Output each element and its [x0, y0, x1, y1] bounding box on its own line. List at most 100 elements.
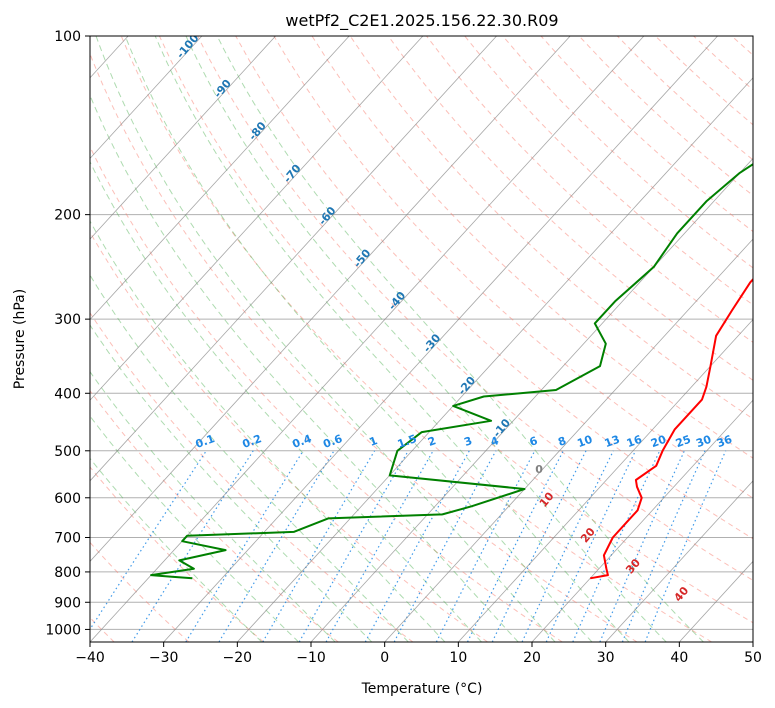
y-tick-label: 300: [54, 312, 81, 328]
dry-adiabat: [349, 36, 753, 420]
dry-adiabat-label: 40: [672, 584, 692, 604]
isotherm: [531, 399, 753, 642]
y-tick-label: 400: [54, 386, 81, 402]
isotherm-label: -40: [386, 289, 409, 313]
moist-adiabat: [124, 36, 593, 642]
x-tick-label: 30: [597, 650, 615, 666]
moist-adiabat: [90, 370, 336, 642]
isotherm: [163, 36, 718, 642]
dry-adiabat: [578, 36, 753, 197]
mixing-ratio-label: 8: [556, 434, 568, 449]
x-tick-label: −20: [223, 650, 253, 666]
moist-adiabat: [154, 36, 630, 642]
overlay-labels: 0.1 0.2 0.4 0.6 1 1.5 2 3 4 6 8 10 13 16 20 25 30 36-100-…: [174, 36, 734, 604]
isotherm-label: -60: [316, 204, 339, 228]
plot-frame: [89, 35, 754, 643]
y-tick-label: 900: [54, 595, 81, 611]
mixing-ratio-line: [218, 450, 335, 642]
mixing-ratio-label: 20: [649, 433, 668, 451]
mixing-ratio-lines: [90, 450, 727, 642]
mixing-ratio-label: 1: [368, 434, 380, 449]
isotherm: [752, 641, 753, 642]
y-tick-label: 200: [54, 208, 81, 224]
chart-title: wetPf2_C2E1.2025.156.22.30.R09: [285, 11, 558, 31]
mixing-ratio-line: [644, 450, 727, 642]
isotherm: [605, 480, 753, 642]
x-tick-label: −10: [296, 650, 326, 666]
mixing-ratio-label: 36: [715, 433, 734, 451]
isotherm: [90, 36, 350, 321]
dry-adiabat: [387, 36, 753, 381]
moist-adiabat: [90, 274, 409, 642]
moist-adiabat: [95, 36, 556, 642]
isotherm: [237, 77, 753, 642]
isotherm: [90, 36, 203, 160]
mixing-ratio-label: 25: [674, 433, 693, 450]
mixing-ratio-line: [90, 450, 207, 631]
dry-adiabat: [464, 36, 753, 306]
moist-adiabats: [90, 36, 704, 642]
dry-adiabat: [120, 36, 712, 642]
mixing-ratio-line: [393, 450, 497, 642]
mixing-ratio-line: [521, 450, 614, 642]
x-tick-label: 10: [449, 650, 467, 666]
dry-adiabat: [273, 36, 753, 499]
isotherm: [90, 36, 276, 240]
dry-adiabat: [90, 389, 339, 642]
y-axis-label: Pressure (hPa): [12, 289, 28, 389]
sounding-traces: [150, 163, 753, 580]
mixing-ratio-label: 0.1: [194, 432, 217, 451]
y-tick-label: 500: [54, 444, 81, 460]
x-tick-label: 40: [670, 650, 688, 666]
dry-adiabat: [426, 36, 753, 343]
x-axis-label: Temperature (°C): [361, 681, 483, 697]
dry-adiabat: [90, 231, 488, 642]
dry-adiabat: [158, 36, 753, 624]
dry-adiabat: [90, 145, 563, 642]
mixing-ratio-label: 1.5: [396, 432, 419, 451]
x-axis: −40 −30 −20 −10 0 10 20 30 40 50: [75, 642, 762, 666]
dry-adiabat: [540, 36, 753, 233]
x-tick-label: 50: [744, 650, 762, 666]
mixing-ratio-label: 0.2: [241, 432, 264, 451]
mixing-ratio-label: 0.6: [321, 432, 344, 451]
mixing-ratio-line: [545, 450, 637, 642]
mixing-ratio-line: [491, 450, 587, 642]
isotherm-label: -70: [281, 162, 304, 186]
mixing-ratio-label: 4: [489, 434, 501, 449]
moist-adiabat: [90, 160, 482, 642]
mixing-ratio-label: 13: [603, 433, 622, 450]
mixing-ratio-label: 3: [462, 434, 474, 449]
mixing-ratio-label: 10: [575, 433, 594, 451]
isotherm-label: -50: [351, 246, 374, 270]
dry-adiabat: [693, 36, 753, 91]
isotherm: [90, 36, 424, 401]
isotherm: [458, 318, 753, 642]
mixing-ratio-line: [572, 450, 661, 642]
mixing-ratio-line: [466, 450, 564, 642]
sounding-series-line: [150, 163, 753, 580]
isotherm: [384, 238, 753, 642]
mixing-ratio-label: 0.4: [291, 432, 314, 451]
y-tick-label: 800: [54, 565, 81, 581]
moist-adiabat: [185, 36, 667, 642]
isotherm: [90, 36, 571, 562]
moist-adiabat: [90, 457, 263, 642]
isotherms: [90, 36, 753, 642]
dry-adiabat: [90, 466, 264, 642]
y-tick-label: 600: [54, 491, 81, 507]
moist-adiabat: [90, 415, 299, 642]
y-tick-label: 100: [54, 29, 81, 45]
isotherm: [90, 36, 645, 642]
mixing-ratio-line: [185, 450, 304, 642]
plot-area: 0.1 0.2 0.4 0.6 1 1.5 2 3 4 6 8 10 13 16 20 25 30 36-100-…: [90, 36, 753, 642]
dry-adiabat: [616, 36, 753, 161]
y-tick-label: 700: [54, 531, 81, 547]
zero-isotherm-label: 0: [535, 463, 543, 476]
isotherm: [310, 157, 753, 642]
mixing-ratio-line: [131, 450, 254, 642]
isotherm: [90, 36, 497, 482]
dry-adiabat: [197, 36, 753, 581]
sounding-series-line: [590, 277, 753, 580]
